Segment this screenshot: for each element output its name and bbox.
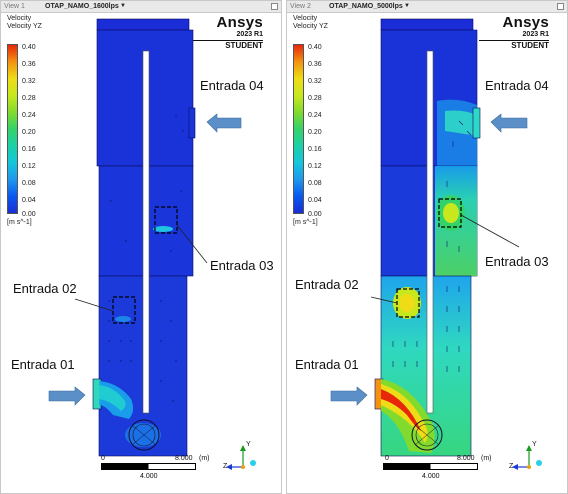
label-entrada-01: Entrada 01 bbox=[11, 357, 75, 372]
scale-end: 8.000 bbox=[457, 455, 475, 462]
velocity-contour-plot[interactable] bbox=[287, 1, 568, 494]
leader-inlet-2 bbox=[74, 298, 114, 312]
label-entrada-04: Entrada 04 bbox=[200, 78, 264, 93]
scale-start: 0 bbox=[385, 455, 389, 462]
velocity-vectors bbox=[392, 120, 472, 372]
axis-z-label: Z bbox=[509, 463, 514, 470]
legend-tick: 0.00 bbox=[22, 211, 36, 218]
tank-top-cap bbox=[380, 18, 474, 31]
leader-inlet-3 bbox=[460, 214, 520, 248]
view-label: View 1 bbox=[4, 3, 25, 10]
label-entrada-03: Entrada 03 bbox=[485, 254, 549, 269]
scale-mid: 4.000 bbox=[422, 473, 440, 480]
velocity-vectors bbox=[108, 115, 184, 402]
view-label: View 2 bbox=[290, 3, 311, 10]
label-entrada-03: Entrada 03 bbox=[210, 258, 274, 273]
scale-bar bbox=[383, 463, 478, 470]
legend-tick: 0.20 bbox=[22, 129, 36, 136]
legend-tick: 0.40 bbox=[22, 44, 36, 51]
maximize-icon[interactable] bbox=[557, 3, 564, 10]
inlet-4-arrow bbox=[206, 113, 242, 133]
label-entrada-01: Entrada 01 bbox=[295, 357, 359, 372]
legend-tick: 0.24 bbox=[308, 112, 322, 119]
legend-colorbar bbox=[7, 44, 18, 214]
central-baffle bbox=[426, 50, 434, 414]
central-baffle bbox=[142, 50, 150, 414]
legend-tick: 0.12 bbox=[22, 163, 36, 170]
viewport-titlebar: View 2 OTAP_NAMO_5000lps ▼ bbox=[287, 1, 567, 13]
inlet-3-box bbox=[438, 198, 462, 228]
inlet-4-nozzle bbox=[472, 107, 481, 139]
legend-tick: 0.32 bbox=[22, 78, 36, 85]
legend-tick: 0.36 bbox=[22, 61, 36, 68]
leader-inlet-2 bbox=[370, 296, 398, 304]
legend-title: Velocity bbox=[7, 15, 32, 22]
legend-tick: 0.40 bbox=[308, 44, 322, 51]
case-name[interactable]: OTAP_NAMO_5000lps bbox=[329, 3, 403, 10]
legend-tick: 0.12 bbox=[308, 163, 322, 170]
legend-tick: 0.20 bbox=[308, 129, 322, 136]
scale-start: 0 bbox=[101, 455, 105, 462]
legend-tick: 0.04 bbox=[308, 197, 322, 204]
axis-y-label: Y bbox=[532, 441, 537, 448]
inlet-1-arrow bbox=[48, 386, 86, 406]
scale-unit: (m) bbox=[199, 455, 210, 462]
ansys-logo: Ansys 2023 R1 STUDENT bbox=[193, 15, 263, 51]
outlet-rotor bbox=[128, 419, 160, 451]
inlet-4-nozzle bbox=[188, 107, 196, 139]
axis-y-label: Y bbox=[246, 441, 251, 448]
viewport-2[interactable]: View 2 OTAP_NAMO_5000lps ▼ Velocity Velo… bbox=[286, 0, 568, 494]
maximize-icon[interactable] bbox=[271, 3, 278, 10]
legend-tick: 0.08 bbox=[308, 180, 322, 187]
scale-mid: 4.000 bbox=[140, 473, 158, 480]
case-dropdown-icon[interactable]: ▼ bbox=[120, 3, 126, 9]
legend-tick: 0.28 bbox=[308, 95, 322, 102]
inlet-1-arrow bbox=[330, 386, 368, 406]
case-dropdown-icon[interactable]: ▼ bbox=[404, 3, 410, 9]
legend-tick: 0.28 bbox=[22, 95, 36, 102]
velocity-contour-plot[interactable] bbox=[1, 1, 282, 494]
legend-tick: 0.16 bbox=[22, 146, 36, 153]
legend-tick: 0.08 bbox=[22, 180, 36, 187]
legend-subtitle: Velocity YZ bbox=[293, 23, 328, 30]
legend-units: [m s^-1] bbox=[293, 219, 318, 226]
legend-tick: 0.04 bbox=[22, 197, 36, 204]
label-entrada-02: Entrada 02 bbox=[295, 277, 359, 292]
legend-tick: 0.16 bbox=[308, 146, 322, 153]
legend-tick: 0.36 bbox=[308, 61, 322, 68]
label-entrada-04: Entrada 04 bbox=[485, 78, 549, 93]
axis-triad[interactable] bbox=[509, 441, 549, 475]
scale-end: 8.000 bbox=[175, 455, 193, 462]
leader-inlet-3 bbox=[176, 224, 208, 264]
legend-units: [m s^-1] bbox=[7, 219, 32, 226]
scale-bar bbox=[101, 463, 196, 470]
inlet-3-flow bbox=[153, 226, 173, 232]
legend-colorbar bbox=[293, 44, 304, 214]
legend-tick: 0.00 bbox=[308, 211, 322, 218]
ansys-logo: Ansys 2023 R1 STUDENT bbox=[479, 15, 549, 51]
outlet-rotor bbox=[411, 419, 443, 451]
axis-triad[interactable] bbox=[223, 441, 263, 475]
legend-title: Velocity bbox=[293, 15, 318, 22]
scale-unit: (m) bbox=[481, 455, 492, 462]
viewport-titlebar: View 1 OTAP_NAMO_1600lps ▼ bbox=[1, 1, 281, 13]
legend-tick: 0.32 bbox=[308, 78, 322, 85]
label-entrada-02: Entrada 02 bbox=[13, 281, 77, 296]
tank-top-cap bbox=[96, 18, 190, 31]
axis-z-label: Z bbox=[223, 463, 228, 470]
legend-subtitle: Velocity YZ bbox=[7, 23, 42, 30]
legend-tick: 0.24 bbox=[22, 112, 36, 119]
case-name[interactable]: OTAP_NAMO_1600lps bbox=[45, 3, 119, 10]
inlet-4-arrow bbox=[490, 113, 528, 133]
viewport-1[interactable]: View 1 OTAP_NAMO_1600lps ▼ Velocity Velo… bbox=[0, 0, 282, 494]
